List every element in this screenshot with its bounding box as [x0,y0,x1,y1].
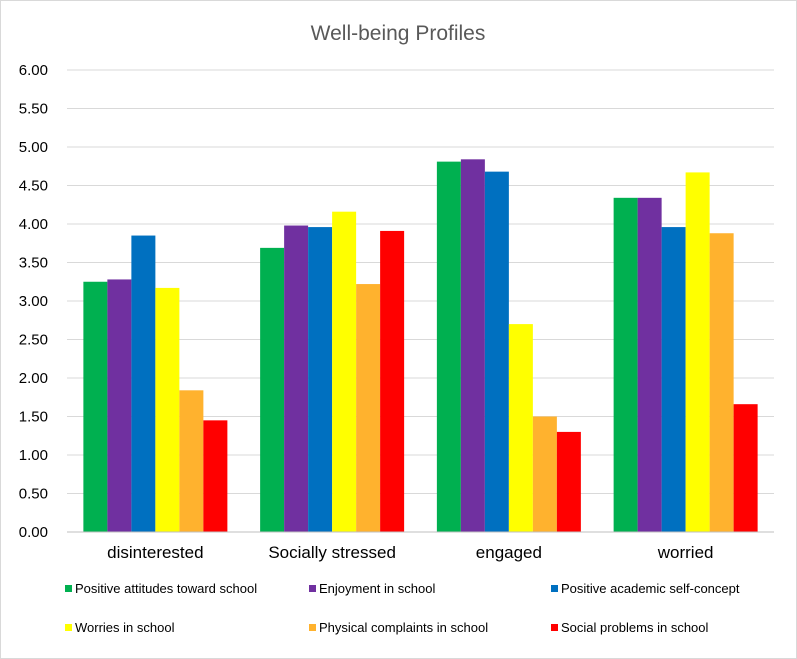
legend-swatch [309,624,316,631]
y-tick-label: 0.00 [19,524,48,541]
y-tick-label: 6.00 [19,62,48,79]
x-axis-ticks: disinterested Socially stressed engaged wor… [107,543,713,562]
bar-socially-stressed-3 [308,227,333,532]
bar-engaged-2 [460,159,485,532]
x-tick-label: disinterested [107,543,203,562]
legend-swatch [65,585,72,592]
bar-socially-stressed-4 [332,211,357,532]
bar-disinterested-5 [179,390,204,532]
bar-disinterested-6 [203,420,228,532]
bar-disinterested-2 [107,279,132,532]
x-tick-label: engaged [476,543,542,562]
y-tick-label: 5.00 [19,139,48,156]
legend-label: Physical complaints in school [319,620,488,635]
legend-label: Enjoyment in school [319,581,435,596]
bar-socially-stressed-1 [260,247,285,532]
bar-engaged-5 [532,416,557,532]
y-tick-label: 5.50 [19,101,48,118]
y-tick-label: 2.00 [19,370,48,387]
bar-disinterested-3 [131,235,156,533]
bar-engaged-1 [436,161,461,532]
bar-socially-stressed-2 [284,225,309,533]
x-tick-label: Socially stressed [268,543,396,562]
bar-disinterested-1 [83,281,108,532]
y-tick-label: 3.00 [19,293,48,310]
y-tick-label: 1.50 [19,409,48,426]
bar-worried-1 [613,197,638,532]
y-tick-label: 2.50 [19,332,48,349]
y-tick-label: 4.00 [19,216,48,233]
legend-label: Positive academic self-concept [561,581,740,596]
bar-disinterested-4 [155,287,180,532]
bar-engaged-6 [556,431,581,532]
legend: Positive attitudes toward school Enjoymen… [65,581,740,635]
bar-socially-stressed-5 [356,284,381,532]
bar-worried-3 [661,227,686,532]
legend-swatch [309,585,316,592]
bar-worried-5 [709,233,734,533]
legend-label: Positive attitudes toward school [75,581,257,596]
bar-socially-stressed-6 [380,230,405,532]
legend-swatch [551,585,558,592]
bars [83,159,758,533]
bar-worried-6 [733,404,758,532]
y-tick-label: 4.50 [19,178,48,195]
x-tick-label: worried [657,543,714,562]
legend-swatch [551,624,558,631]
y-tick-label: 3.50 [19,255,48,272]
chart-title: Well-being Profiles [311,22,486,45]
legend-swatch [65,624,72,631]
y-tick-label: 1.00 [19,447,48,464]
legend-label: Worries in school [75,620,175,635]
bar-worried-2 [637,197,662,532]
bar-engaged-4 [508,324,533,532]
y-axis-ticks: 0.00 0.50 1.00 1.50 2.00 2.50 3.00 3.50 4.00 4.50… [19,62,48,541]
legend-label: Social problems in school [561,620,709,635]
bar-worried-4 [685,172,710,532]
y-tick-label: 0.50 [19,486,48,503]
bar-engaged-3 [484,171,509,532]
